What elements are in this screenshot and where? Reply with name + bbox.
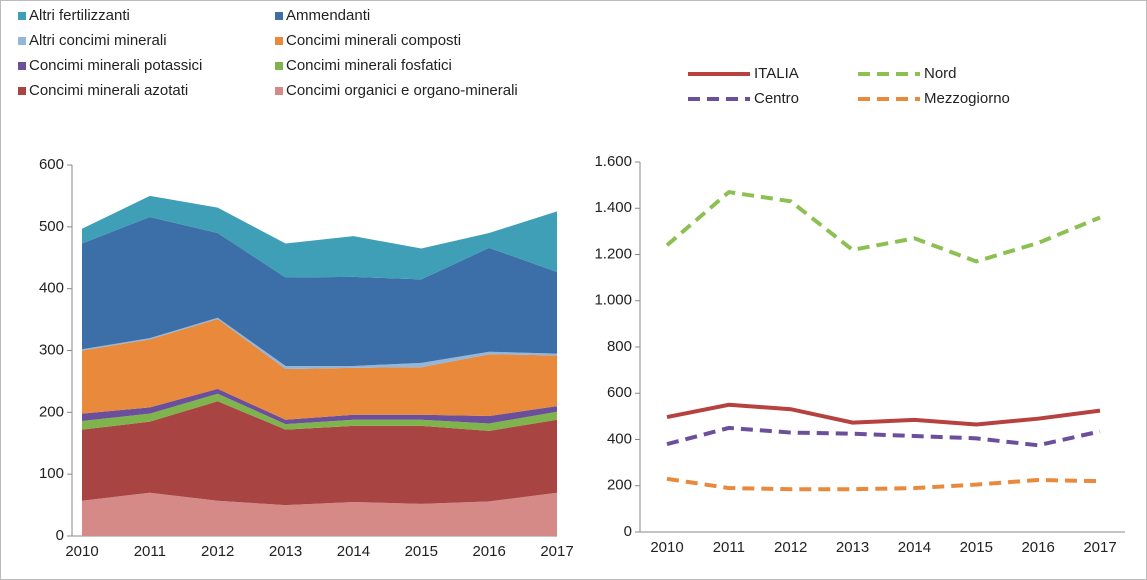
x-tick-label: 2013 bbox=[269, 543, 302, 560]
legend-swatch bbox=[275, 62, 283, 70]
legend-swatch bbox=[18, 12, 26, 20]
x-tick-label: 2014 bbox=[898, 539, 931, 556]
legend-label: Nord bbox=[924, 65, 957, 82]
legend-swatch bbox=[275, 87, 283, 95]
x-tick-label: 2015 bbox=[405, 543, 438, 560]
x-tick-label: 2016 bbox=[1021, 539, 1054, 556]
legend-label: Ammendanti bbox=[286, 7, 370, 24]
y-tick-label: 0 bbox=[56, 527, 64, 544]
x-tick-label: 2012 bbox=[201, 543, 234, 560]
x-tick-label: 2017 bbox=[1083, 539, 1116, 556]
legend-label: Concimi minerali composti bbox=[286, 32, 461, 49]
area bbox=[82, 492, 557, 536]
legend-label: Altri fertilizzanti bbox=[29, 7, 130, 24]
y-tick-label: 500 bbox=[39, 218, 64, 235]
legend-swatch bbox=[18, 87, 26, 95]
x-tick-label: 2011 bbox=[713, 539, 745, 556]
x-tick-label: 2015 bbox=[960, 539, 993, 556]
legend-swatch bbox=[18, 37, 26, 45]
x-tick-label: 2014 bbox=[337, 543, 370, 560]
legend-label: Concimi minerali fosfatici bbox=[286, 57, 452, 74]
legend-label: Concimi minerali potassici bbox=[29, 57, 202, 74]
legend-label: Concimi organici e organo-minerali bbox=[286, 82, 518, 99]
y-tick-label: 800 bbox=[607, 338, 632, 355]
x-tick-label: 2017 bbox=[540, 543, 573, 560]
x-tick-label: 2016 bbox=[472, 543, 505, 560]
legend-label: Centro bbox=[754, 90, 799, 107]
y-tick-label: 600 bbox=[607, 384, 632, 401]
legend-label: Mezzogiorno bbox=[924, 90, 1010, 107]
x-tick-label: 2012 bbox=[774, 539, 807, 556]
y-tick-label: 200 bbox=[607, 477, 632, 494]
x-tick-label: 2010 bbox=[650, 539, 683, 556]
x-tick-label: 2013 bbox=[836, 539, 869, 556]
area bbox=[82, 388, 557, 425]
legend-swatch bbox=[275, 37, 283, 45]
x-tick-label: 2010 bbox=[65, 543, 98, 560]
area bbox=[82, 401, 557, 506]
y-tick-label: 1.000 bbox=[594, 292, 632, 309]
y-tick-label: 600 bbox=[39, 156, 64, 173]
area bbox=[82, 393, 557, 431]
y-tick-label: 400 bbox=[39, 280, 64, 297]
area bbox=[82, 318, 557, 420]
legend-label: ITALIA bbox=[754, 65, 799, 82]
line bbox=[666, 402, 1101, 427]
y-tick-label: 400 bbox=[607, 430, 632, 447]
line bbox=[666, 425, 1101, 448]
legend-label: Concimi minerali azotati bbox=[29, 82, 188, 99]
y-tick-label: 1.600 bbox=[594, 153, 632, 170]
x-tick-label: 2011 bbox=[134, 543, 166, 560]
area bbox=[82, 216, 557, 366]
line bbox=[665, 189, 1101, 264]
area bbox=[82, 195, 557, 280]
legend-swatch bbox=[18, 62, 26, 70]
line bbox=[666, 476, 1101, 492]
y-tick-label: 1.200 bbox=[594, 245, 632, 262]
y-tick-label: 0 bbox=[624, 523, 632, 540]
y-tick-label: 200 bbox=[39, 403, 64, 420]
y-tick-label: 300 bbox=[39, 341, 64, 358]
legend-swatch bbox=[275, 12, 283, 20]
legend-label: Altri concimi minerali bbox=[29, 32, 167, 49]
y-tick-label: 1.400 bbox=[594, 199, 632, 216]
y-tick-label: 100 bbox=[39, 465, 64, 482]
